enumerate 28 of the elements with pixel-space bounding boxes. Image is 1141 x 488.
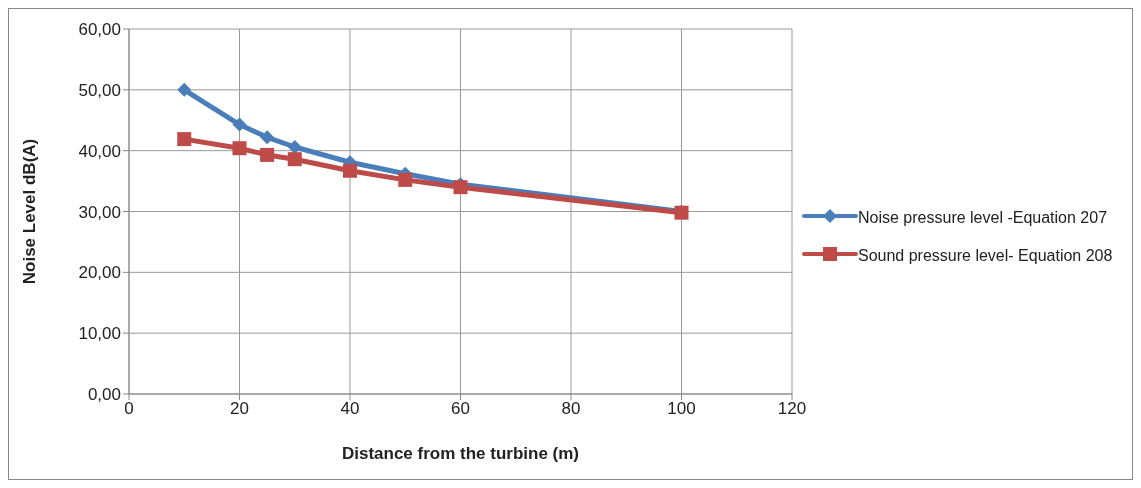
y-axis-title: Noise Level dB(A) bbox=[20, 138, 40, 285]
point bbox=[232, 141, 247, 156]
legend-label: Sound pressure level- Equation 208 bbox=[858, 246, 1114, 266]
legend-label: Noise pressure level -Equation 207 bbox=[858, 208, 1109, 228]
y-tick-label: 60,00 bbox=[78, 20, 121, 40]
x-tick-label: 20 bbox=[230, 399, 249, 419]
point bbox=[232, 117, 247, 132]
x-axis-title: Distance from the turbine (m) bbox=[341, 444, 580, 463]
point bbox=[177, 82, 192, 97]
point bbox=[260, 130, 275, 145]
y-tick-label: 0,00 bbox=[87, 385, 121, 405]
point bbox=[287, 140, 302, 155]
x-tick-label: 80 bbox=[561, 399, 581, 419]
point bbox=[343, 163, 357, 178]
point bbox=[260, 147, 275, 162]
point bbox=[398, 172, 413, 187]
x-tick-label: 120 bbox=[777, 399, 807, 419]
y-tick-label: 40,00 bbox=[78, 141, 121, 161]
point bbox=[287, 152, 302, 167]
point bbox=[177, 132, 192, 147]
y-tick-label: 50,00 bbox=[78, 80, 121, 100]
y-tick-label: 10,00 bbox=[78, 324, 121, 344]
x-tick-label: 100 bbox=[667, 399, 696, 419]
x-tick-label: 40 bbox=[340, 399, 360, 419]
x-tick-label: 0 bbox=[124, 399, 134, 419]
y-tick-label: 30,00 bbox=[78, 202, 121, 222]
x-tick-label: 60 bbox=[451, 399, 470, 419]
y-tick-label: 20,00 bbox=[78, 263, 121, 283]
